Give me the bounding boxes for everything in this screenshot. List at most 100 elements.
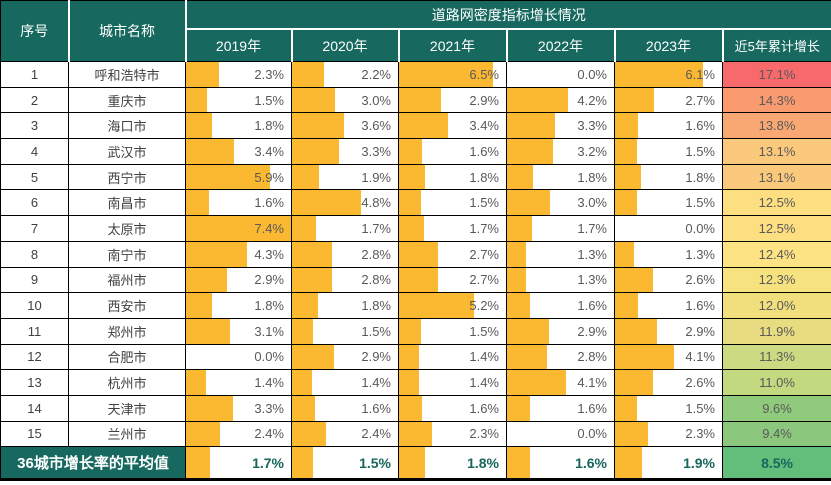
city-year-value: 1.4% [254,375,284,391]
city-year-value: 5.9% [254,169,284,185]
city-year-value-cell: 1.4% [185,369,292,396]
city-year-value: 1.8% [469,169,499,185]
city-year-value-cell: 3.3% [291,138,399,165]
data-bar [186,370,206,395]
data-bar [186,139,235,164]
data-bar [399,422,433,446]
city-year-value: 0.0% [685,220,715,236]
data-bar [399,319,421,344]
city-cumulative-cell: 12.3% [721,266,831,294]
row-index: 11 [0,317,69,345]
city-year-value: 1.6% [254,195,284,211]
city-year-value-cell: 1.7% [291,215,399,242]
city-year-value: 3.3% [254,400,284,416]
table-row: 5 西宁市 5.9% 1.9% 1.8% 1.8% 1.8% 13.1% [0,163,831,191]
data-bar [507,216,532,241]
average-row: 36城市增长率的平均值 1.7% 1.5% 1.8% 1.6% 1.9% 8.5% [0,446,831,482]
year-header-row: 2019年 2020年 2021年 2022年 2023年 近5年累计增长 [1,29,831,62]
city-year-value: 3.6% [361,118,391,134]
city-year-value-cell: 4.1% [506,369,615,396]
city-year-value-cell: 1.3% [614,240,723,268]
city-year-value: 2.9% [361,349,391,365]
data-bar [615,370,653,395]
row-index: 13 [0,369,69,396]
average-year-value-cell: 1.8% [398,446,507,482]
city-year-value-cell: 0.0% [506,420,615,448]
data-bar [292,396,315,421]
city-year-value: 3.3% [361,143,391,159]
city-cumulative-cell: 9.4% [721,420,831,448]
data-bar [615,62,704,87]
city-year-value: 3.0% [577,195,607,211]
city-cumulative-cell: 13.1% [721,163,831,191]
city-year-value-cell: 1.6% [291,394,399,422]
data-bar [615,267,653,292]
average-year-value: 1.5% [359,454,391,471]
city-year-value: 3.0% [361,92,391,108]
city-name: 兰州市 [68,420,186,448]
data-bar [399,396,423,421]
column-header-2019: 2019年 [185,29,293,62]
column-header-2020: 2020年 [291,29,400,62]
data-bar [615,88,655,112]
city-year-value-cell: 1.8% [185,292,292,319]
city-year-value: 1.7% [577,220,607,236]
data-bar [292,62,324,87]
data-bar [292,139,340,164]
city-year-value-cell: 1.4% [398,369,507,396]
city-year-value-cell: 1.7% [506,215,615,242]
data-bar [615,447,643,477]
data-bar [186,396,233,421]
data-bar [399,447,426,477]
city-year-value: 1.5% [361,323,391,339]
row-index: 4 [0,138,69,165]
city-year-value-cell: 0.0% [614,215,723,242]
table-row: 8 南宁市 4.3% 2.8% 2.7% 1.3% 1.3% 12.4% [0,240,831,268]
table-row: 9 福州市 2.9% 2.8% 2.7% 1.3% 2.6% 12.3% [0,266,831,294]
city-year-value-cell: 2.6% [614,266,723,294]
city-year-value: 1.8% [361,298,391,314]
city-year-value-cell: 5.9% [185,163,292,191]
table-row: 12 合肥市 0.0% 2.9% 1.4% 2.8% 4.1% 11.3% [0,343,831,371]
table-row: 4 武汉市 3.4% 3.3% 1.6% 3.2% 1.5% 13.1% [0,138,831,165]
city-year-value-cell: 3.4% [185,138,292,165]
city-year-value: 1.3% [685,246,715,262]
city-year-value: 1.7% [469,220,499,236]
city-year-value: 2.4% [361,426,391,442]
city-year-value-cell: 1.6% [614,112,723,140]
city-year-value: 2.9% [469,92,499,108]
city-name: 合肥市 [68,343,186,371]
table-row: 2 重庆市 1.5% 3.0% 2.9% 4.2% 2.7% 14.3% [0,86,831,114]
city-year-value-cell: 3.0% [506,189,615,217]
city-year-value-cell: 2.8% [291,266,399,294]
data-bar [186,319,230,344]
city-year-value: 1.5% [685,400,715,416]
city-year-value: 4.1% [685,349,715,365]
table-title: 道路网密度指标增长情况 [185,0,831,30]
table-row: 10 西安市 1.8% 1.8% 5.2% 1.6% 1.6% 12.0% [0,292,831,319]
data-bar [615,165,642,189]
city-name: 郑州市 [68,317,186,345]
city-year-value-cell: 1.3% [506,240,615,268]
city-year-value-cell: 3.0% [291,86,399,114]
data-bar [292,267,333,292]
city-year-value-cell: 2.3% [185,61,292,88]
average-year-value-cell: 1.7% [185,446,292,482]
data-bar [507,319,549,344]
city-year-value: 2.9% [254,272,284,288]
table-row: 1 呼和浩特市 2.3% 2.2% 6.5% 0.0% 6.1% 17.1% [0,61,831,88]
data-bar [615,396,637,421]
data-bar [399,88,441,112]
city-year-value: 6.5% [469,66,499,82]
city-year-value-cell: 1.5% [185,86,292,114]
city-year-value-cell: 1.8% [398,163,507,191]
data-bar [507,88,568,112]
table-body: 1 呼和浩特市 2.3% 2.2% 6.5% 0.0% 6.1% 17.1% 2 重庆市 1.5% 3… [0,61,831,482]
title-row: 序号 城市名称 道路网密度指标增长情况 [0,0,831,62]
data-bar [292,113,344,138]
data-bar [399,165,426,189]
city-year-value-cell: 2.8% [291,240,399,268]
city-year-value: 2.8% [361,272,391,288]
city-name: 南宁市 [68,240,186,268]
city-year-value-cell: 1.6% [185,189,292,217]
